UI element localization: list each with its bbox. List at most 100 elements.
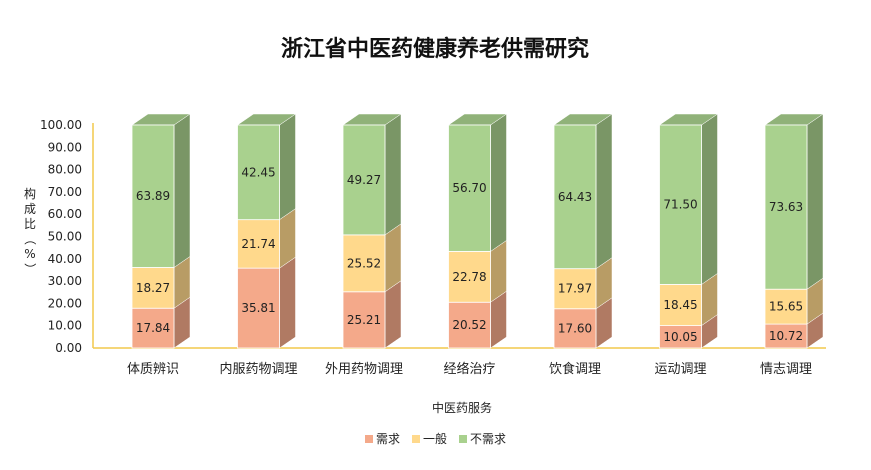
data-label: 56.70 <box>452 181 486 195</box>
legend-item: 需求 <box>365 432 400 446</box>
data-label: 18.45 <box>663 298 697 312</box>
bar-segment: 22.78 <box>448 239 507 303</box>
y-tick-label: 50.00 <box>48 230 82 244</box>
bar-side <box>384 113 402 236</box>
legend: 需求 一般 不需求 <box>365 431 506 446</box>
bar-side <box>173 113 191 268</box>
bar-front <box>131 124 175 268</box>
category-label: 运动调理 <box>654 362 706 377</box>
bar-segment: 20.52 <box>448 290 507 349</box>
legend-item: 一般 <box>412 431 447 446</box>
bar-segment: 49.27 <box>342 113 402 236</box>
data-label: 22.78 <box>452 270 486 284</box>
legend-swatch <box>412 435 420 443</box>
y-tick-label: 0.00 <box>55 341 82 355</box>
data-label: 10.72 <box>769 329 803 343</box>
data-label: 20.52 <box>452 318 486 332</box>
bar-front <box>553 268 597 310</box>
chart-title: 浙江省中医药健康养老供需研究 <box>281 36 589 62</box>
bar-front <box>659 124 702 285</box>
bar-segment: 56.70 <box>447 113 508 252</box>
data-label: 42.45 <box>241 165 275 179</box>
data-label: 63.89 <box>136 189 170 203</box>
y-tick-label: 40.00 <box>48 252 82 266</box>
bar-segment: 15.65 <box>764 277 824 325</box>
y-tick-label: 60.00 <box>48 207 82 221</box>
legend-swatch <box>365 435 373 443</box>
category-label: 经络治疗 <box>443 361 495 377</box>
data-label: 17.84 <box>136 321 170 335</box>
category-label: 体质辨识 <box>127 362 179 377</box>
y-axis-title-char: （ <box>23 233 37 245</box>
bar-front <box>342 291 386 349</box>
y-axis-title: 构成比 （% ） <box>23 186 37 275</box>
legend-label: 不需求 <box>470 432 506 446</box>
category-label: 饮食调理 <box>549 361 601 377</box>
y-axis-title-char: 构 <box>24 186 36 201</box>
y-axis-title-char: 比 <box>24 217 36 231</box>
bar-front <box>237 124 280 221</box>
bar-segment: 71.50 <box>658 113 719 285</box>
legend-label: 需求 <box>376 432 400 446</box>
bar-segment: 21.74 <box>237 208 296 269</box>
data-label: 64.43 <box>558 190 592 204</box>
bar-segment: 17.97 <box>553 257 613 310</box>
data-label: 71.50 <box>663 198 697 212</box>
bar-front <box>237 219 280 269</box>
bar-front <box>131 267 175 309</box>
bar-front <box>448 251 491 303</box>
bar-front <box>237 267 280 349</box>
bar-segment: 17.60 <box>553 297 613 349</box>
bar-side <box>806 113 824 290</box>
y-axis-title-char: % <box>24 247 35 261</box>
bar-front <box>448 124 491 252</box>
bar-segment: 17.84 <box>131 296 191 349</box>
y-tick-label: 20.00 <box>48 296 82 310</box>
bar-front <box>764 124 808 290</box>
data-label: 25.52 <box>347 256 381 270</box>
bar-side <box>279 256 296 349</box>
bar-segment: 10.72 <box>764 312 824 349</box>
data-label: 25.21 <box>347 313 381 327</box>
category-label: 外用药物调理 <box>325 362 403 377</box>
y-tick-label: 10.00 <box>48 319 82 333</box>
bar-side <box>279 113 296 221</box>
y-tick-label: 30.00 <box>48 274 82 288</box>
bars: 17.84 18.27 63.89 35.81 21.74 42.45 25.21 25.52… <box>131 113 824 349</box>
y-tick-label: 70.00 <box>48 185 82 199</box>
bar-segment: 64.43 <box>553 113 613 270</box>
bar-front <box>448 301 491 349</box>
bar-segment: 25.52 <box>342 223 402 293</box>
data-label: 35.81 <box>241 301 275 315</box>
data-label: 15.65 <box>769 300 803 314</box>
y-axis-title-char: 成 <box>24 202 36 216</box>
bar-front <box>659 284 702 326</box>
bar-front <box>553 124 597 270</box>
bar-segment: 73.63 <box>764 113 824 290</box>
legend-item: 不需求 <box>459 432 506 446</box>
bar-front <box>131 307 175 349</box>
category-label: 情志调理 <box>760 362 812 377</box>
bar-segment: 25.21 <box>342 280 402 349</box>
y-tick-label: 90.00 <box>48 140 82 154</box>
data-label: 17.97 <box>558 282 592 296</box>
data-label: 17.60 <box>558 321 592 335</box>
y-axis-ticks: 0.00 10.00 20.00 30.00 40.00 50.00 60.00 70.00 8… <box>40 118 82 355</box>
legend-swatch <box>459 435 467 443</box>
bar-segment: 63.89 <box>131 113 191 268</box>
bar-side <box>490 113 507 252</box>
bar-side <box>384 223 402 293</box>
x-axis-title: 中医药服务 <box>432 400 492 415</box>
y-axis-title-char: ） <box>23 263 37 275</box>
bar-side <box>384 280 402 349</box>
bar-side <box>595 113 613 270</box>
bar-segment: 18.45 <box>659 272 718 327</box>
bar-side <box>701 113 718 285</box>
category-labels: 体质辨识 内服药物调理 外用药物调理 经络治疗 饮食调理 运动调理 情志调理 <box>127 361 812 377</box>
bar-segment: 35.81 <box>237 256 296 349</box>
data-label: 49.27 <box>347 173 381 187</box>
data-label: 10.05 <box>663 330 697 344</box>
y-tick-label: 100.00 <box>40 118 82 132</box>
category-label: 内服药物调理 <box>219 361 297 377</box>
